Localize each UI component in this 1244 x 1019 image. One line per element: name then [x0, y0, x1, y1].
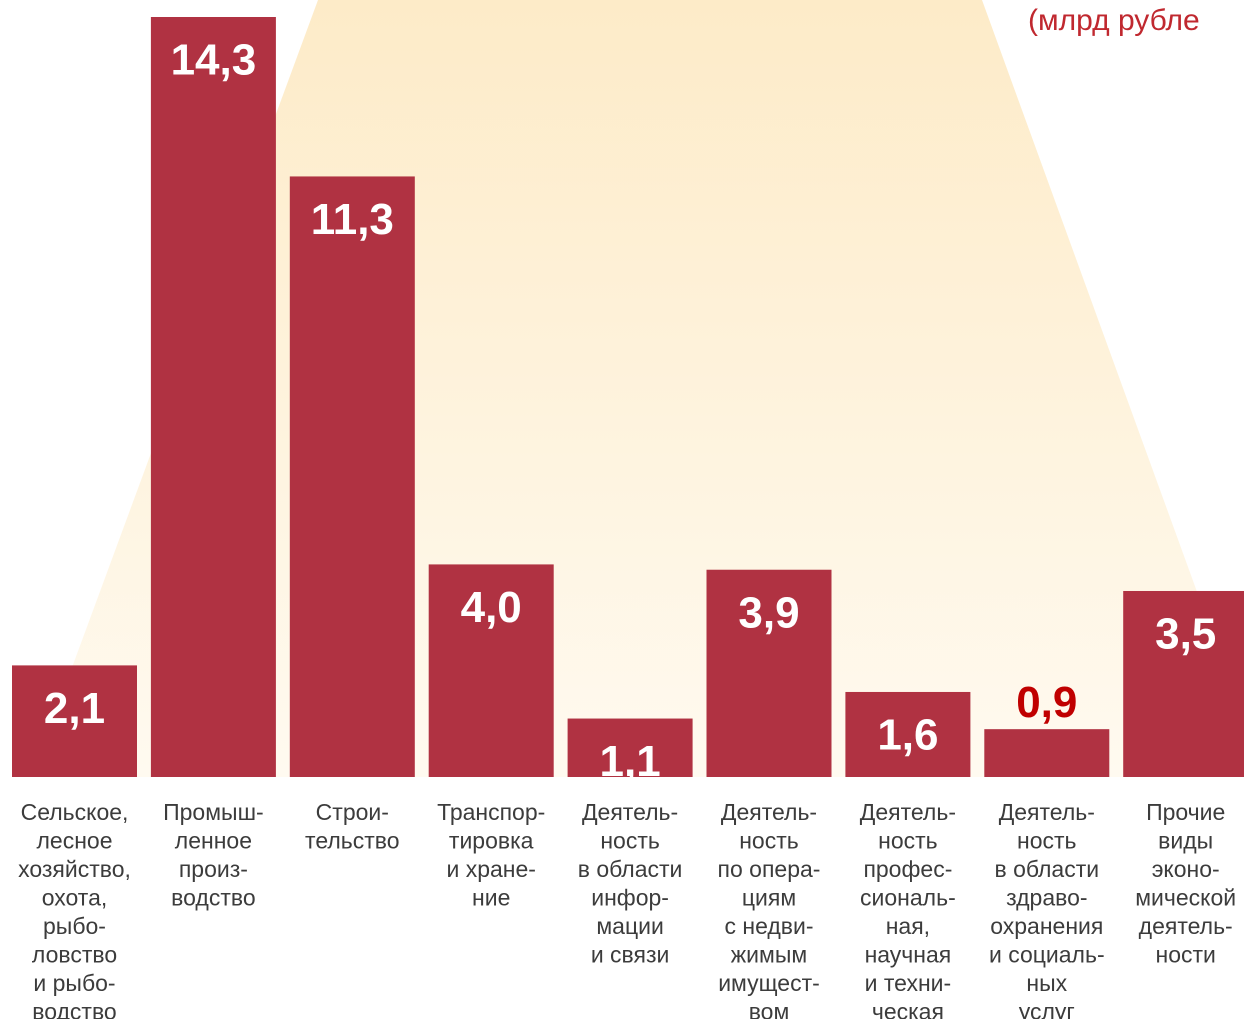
bar: [1123, 590, 1244, 777]
x-tick-label: Промыш-ленное произ-водство: [163, 799, 264, 911]
value-label: 0,9: [1016, 678, 1077, 727]
value-label: 14,3: [171, 36, 257, 85]
value-label: 3,9: [738, 588, 799, 637]
bar: [706, 569, 832, 777]
value-label: 2,1: [44, 684, 105, 733]
bar: [289, 176, 415, 778]
chart-title: (млрд рубле: [1028, 4, 1200, 37]
x-tick-label: Деятель-ность по опера-циям с недви-жимым и…: [718, 799, 821, 1019]
x-tick-label: Деятель-ность в области здраво-охранения и …: [989, 799, 1105, 1019]
x-tick-label: Прочие виды эконо-мической деятель-ности: [1135, 799, 1236, 968]
value-label: 1,1: [600, 737, 661, 786]
x-tick-label: Деятель-ность в области инфор-мации и связи: [578, 799, 683, 968]
bar: [567, 718, 693, 777]
bar: [984, 729, 1110, 777]
bar: [428, 564, 554, 777]
bar: [150, 17, 276, 777]
x-tick-label: Строи-тельство: [305, 799, 400, 854]
bar: [845, 691, 971, 777]
value-label: 11,3: [311, 195, 394, 244]
x-tick-label: Сельское, лесное хозяйство, охота, рыбо-ловс…: [18, 799, 131, 1019]
x-tick-label: Транспор-тировка и хране-ние: [437, 799, 545, 911]
value-label: 4,0: [461, 583, 522, 632]
bar: [12, 665, 137, 777]
value-label: 1,6: [877, 711, 938, 760]
x-tick-label: Деятель-ность профес-сиональ-ная, научная и…: [860, 799, 956, 1019]
value-label: 3,5: [1155, 610, 1216, 659]
